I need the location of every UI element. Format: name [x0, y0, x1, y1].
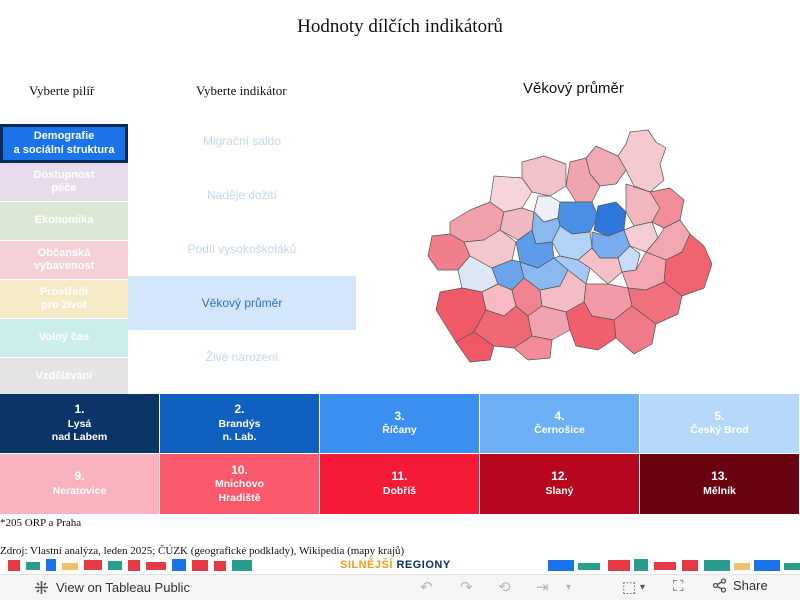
page-title: Hodnoty dílčích indikátorů	[297, 16, 503, 37]
pillar-volny-cas[interactable]: Volný čas	[0, 319, 128, 358]
map-district[interactable]	[513, 335, 553, 361]
redo-icon[interactable]: ↷	[460, 579, 473, 596]
banner-icons-left	[8, 559, 252, 571]
legend-name: Lysá nad Labem	[51, 417, 108, 444]
fullscreen-icon[interactable]: ⛶	[673, 578, 684, 595]
legend-tile[interactable]: 5. Český Brod	[640, 394, 800, 454]
legend-rank: 10.	[231, 462, 248, 477]
map-district[interactable]	[565, 157, 601, 203]
legend-tile[interactable]: 10. Mnichovo Hradiště	[160, 454, 320, 515]
map-title: Věkový průměr	[523, 80, 624, 97]
legend-name: Neratovice	[52, 484, 107, 497]
legend-name: Mělník	[703, 484, 736, 497]
legend-tile[interactable]: 11. Dobříš	[320, 454, 480, 515]
legend-rank: 5.	[714, 408, 725, 423]
indicator-podil-vysokoskolaku[interactable]: Podíl vysokoškoláků	[187, 242, 297, 256]
indicator-list: Migrační saldo Naděje dožití Podíl vysok…	[128, 114, 356, 384]
pillar-label: Ekonomika	[34, 214, 94, 227]
pillar-label: Demografie a sociální struktura	[13, 130, 115, 156]
pillar-ekonomika[interactable]: Ekonomika	[0, 202, 128, 241]
share-button[interactable]: Share	[712, 578, 768, 593]
legend-rank: 3.	[394, 408, 405, 423]
pillar-heading: Vyberte pilíř	[29, 83, 95, 98]
ranking-legend: 1. Lysá nad Labem 2. Brandýs n. Lab. 3. Říč…	[0, 394, 800, 515]
legend-name: Říčany	[382, 424, 417, 437]
legend-name: Slaný	[545, 484, 574, 497]
pillar-dostupnost-pece[interactable]: Dostupnost péče	[0, 163, 128, 202]
legend-tile[interactable]: 4. Černošice	[480, 394, 640, 454]
map-district[interactable]	[617, 129, 667, 193]
source-note: Zdroj: Vlastní analýza, leden 2025; ČÚZK…	[0, 545, 405, 557]
legend-rank: 12.	[551, 469, 568, 484]
indicator-vekovy-prumer[interactable]: Věkový průměr	[128, 276, 356, 330]
pillar-list: Demografie a sociální struktura Dostupno…	[0, 124, 128, 397]
legend-tile[interactable]: 13. Mělník	[640, 454, 800, 515]
download-icon[interactable]: ⬚	[622, 579, 637, 596]
indicator-heading: Vyberte indikátor	[196, 83, 287, 98]
decorative-banner	[8, 559, 800, 571]
brand-prefix: SILNĚJŠÍ	[340, 559, 393, 571]
refresh-icon[interactable]: ⇥	[536, 579, 549, 596]
view-on-tableau-label: View on Tableau Public	[56, 580, 190, 595]
indicator-migracni-saldo[interactable]: Migrační saldo	[202, 134, 282, 148]
tableau-logo-icon	[35, 581, 48, 594]
tableau-toolbar: View on Tableau Public	[0, 574, 800, 600]
pillar-label: Občanská vybavenost	[33, 246, 95, 272]
map-district[interactable]	[577, 247, 623, 285]
undo-icon[interactable]: ↶	[420, 579, 433, 596]
pillar-label: Prostředí pro život	[39, 285, 89, 311]
pillar-label: Volný čas	[38, 331, 90, 344]
pillar-label: Vzdělávání	[35, 370, 93, 383]
share-icon	[712, 578, 727, 593]
legend-rank: 11.	[391, 469, 408, 484]
brand-logo: SILNĚJŠÍ REGIONY	[340, 559, 451, 571]
banner-icons-right	[548, 559, 800, 571]
legend-tile[interactable]: 12. Slaný	[480, 454, 640, 515]
chevron-down-icon[interactable]: ▾	[566, 582, 572, 593]
pillar-label: Dostupnost péče	[33, 168, 95, 194]
map-district[interactable]	[527, 305, 571, 341]
legend-rank: 2.	[234, 402, 245, 417]
legend-tile[interactable]: 3. Říčany	[320, 394, 480, 454]
share-label: Share	[733, 578, 768, 593]
legend-name: Český Brod	[690, 424, 749, 437]
pillar-obcanska-vybavenost[interactable]: Občanská vybavenost	[0, 241, 128, 280]
map-district[interactable]	[455, 331, 495, 363]
legend-rank: 13.	[711, 469, 728, 484]
legend-tile[interactable]: 2. Brandýs n. Lab.	[160, 394, 320, 454]
pillar-vzdelavani[interactable]: Vzdělávání	[0, 358, 128, 397]
legend-tile[interactable]: 1. Lysá nad Labem	[0, 394, 160, 454]
brand-suffix: REGIONY	[396, 559, 451, 571]
region-map	[427, 129, 713, 363]
pillar-prostredi[interactable]: Prostředí pro život	[0, 280, 128, 319]
footnote: *205 ORP a Praha	[0, 517, 82, 529]
legend-tile[interactable]: 9. Neratovice	[0, 454, 160, 515]
map-district[interactable]	[613, 305, 657, 355]
legend-rank: 9.	[74, 469, 85, 484]
revert-icon[interactable]: ⟲	[498, 579, 511, 596]
indicator-zive-narozeni[interactable]: Živé narození	[205, 350, 279, 364]
pillar-demografie[interactable]: Demografie a sociální struktura	[0, 124, 128, 163]
legend-name: Brandýs n. Lab.	[218, 417, 261, 444]
view-on-tableau-button[interactable]: View on Tableau Public	[34, 580, 190, 595]
legend-rank: 1.	[74, 402, 85, 417]
indicator-nadeje-doziti[interactable]: Naděje dožití	[206, 188, 278, 202]
legend-name: Černošice	[534, 424, 585, 437]
legend-name: Mnichovo Hradiště	[215, 478, 264, 504]
legend-name: Dobříš	[382, 484, 417, 497]
legend-rank: 4.	[554, 408, 565, 423]
download-chevron-icon[interactable]: ▾	[640, 582, 646, 593]
